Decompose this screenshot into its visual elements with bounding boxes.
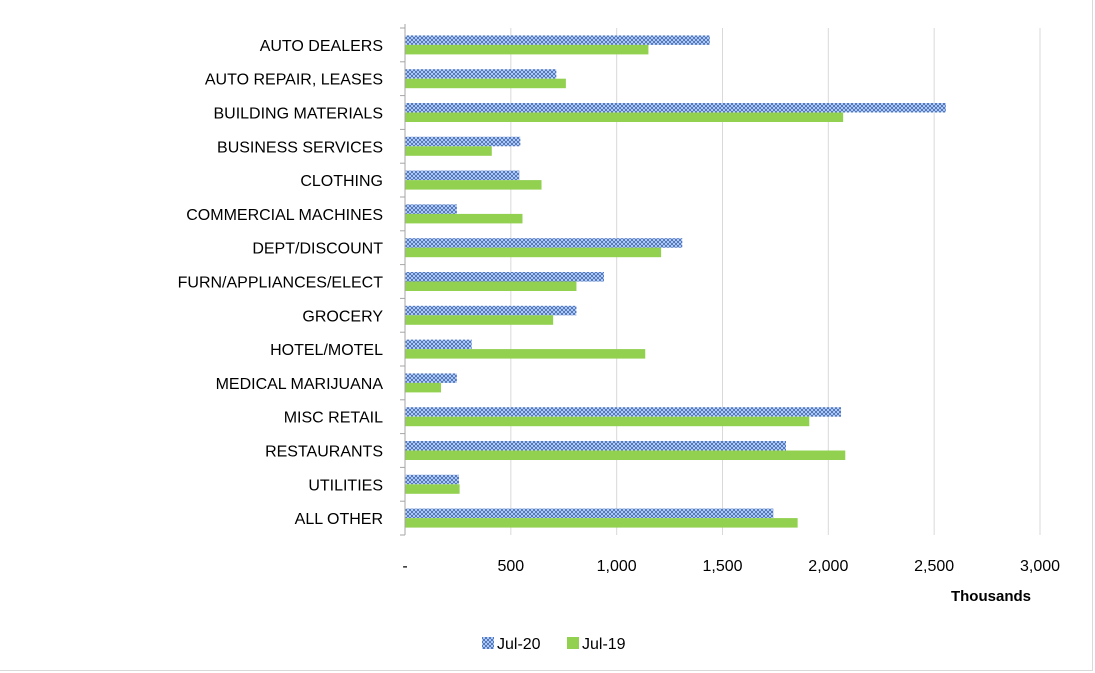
bar-jul-19 [405, 518, 798, 528]
bar-jul-19 [405, 146, 492, 156]
category-label: CLOTHING [300, 173, 383, 190]
bar-jul-20 [405, 35, 710, 45]
legend-label: Jul-19 [582, 636, 626, 653]
category-label: BUSINESS SERVICES [217, 139, 383, 156]
category-label: FURN/APPLIANCES/ELECT [178, 275, 384, 292]
bar-jul-19 [405, 78, 566, 89]
bar-jul-20 [405, 373, 457, 383]
category-label: ALL OTHER [295, 511, 383, 528]
bar-jul-20 [405, 407, 842, 417]
category-label: MISC RETAIL [284, 410, 383, 427]
bar-jul-20 [405, 272, 604, 282]
x-tick-label: 1,500 [702, 558, 742, 575]
category-label: GROCERY [302, 308, 383, 325]
axes [400, 24, 406, 536]
bar-jul-19 [405, 315, 554, 325]
category-label: MEDICAL MARIJUANA [216, 376, 384, 393]
category-label: DEPT/DISCOUNT [252, 241, 383, 258]
bar-jul-19 [405, 180, 542, 190]
category-label: HOTEL/MOTEL [270, 342, 383, 359]
legend: Jul-20 Jul-19 [482, 636, 626, 653]
labels: AUTO DEALERS AUTO REPAIR, LEASES BUILDING … [178, 38, 1061, 605]
legend-swatch-jul-20 [482, 637, 494, 649]
bar-jul-20 [405, 441, 786, 451]
x-tick-label: 500 [497, 558, 524, 575]
x-tick-label: 3,000 [1020, 558, 1060, 575]
bar-jul-19 [405, 44, 649, 55]
bar-jul-20 [405, 508, 774, 519]
category-label: UTILITIES [308, 477, 383, 494]
bar-jul-20 [405, 305, 577, 316]
x-tick-label: 1,000 [597, 558, 637, 575]
bar-jul-20 [405, 136, 521, 147]
bar-jul-20 [405, 238, 683, 248]
x-axis-title: Thousands [951, 588, 1031, 605]
bar-jul-20 [405, 339, 472, 350]
category-label: BUILDING MATERIALS [213, 106, 383, 123]
bar-jul-19 [405, 416, 810, 427]
category-label: COMMERCIAL MACHINES [186, 207, 383, 224]
bar-jul-19 [405, 112, 844, 122]
x-tick-label: 2,500 [914, 558, 954, 575]
bar-jul-19 [405, 247, 662, 258]
bar-jul-19 [405, 349, 646, 359]
x-tick-label: 2,000 [808, 558, 848, 575]
bar-jul-20 [405, 204, 457, 214]
bar-jul-19 [405, 382, 441, 393]
bar-jul-20 [405, 170, 520, 181]
bar-jul-19 [405, 484, 460, 494]
category-label: RESTAURANTS [265, 444, 383, 461]
bar-jul-19 [405, 450, 846, 460]
legend-swatch-jul-19 [567, 637, 579, 649]
bar-jul-19 [405, 213, 523, 224]
legend-label: Jul-20 [497, 636, 541, 653]
bars [405, 35, 946, 528]
bar-jul-20 [405, 69, 557, 79]
bar-jul-20 [405, 103, 946, 113]
category-label: AUTO DEALERS [260, 38, 383, 55]
category-label: AUTO REPAIR, LEASES [205, 72, 383, 89]
bar-jul-19 [405, 281, 577, 291]
x-tick-label: - [402, 558, 407, 575]
bar-jul-20 [405, 474, 459, 485]
